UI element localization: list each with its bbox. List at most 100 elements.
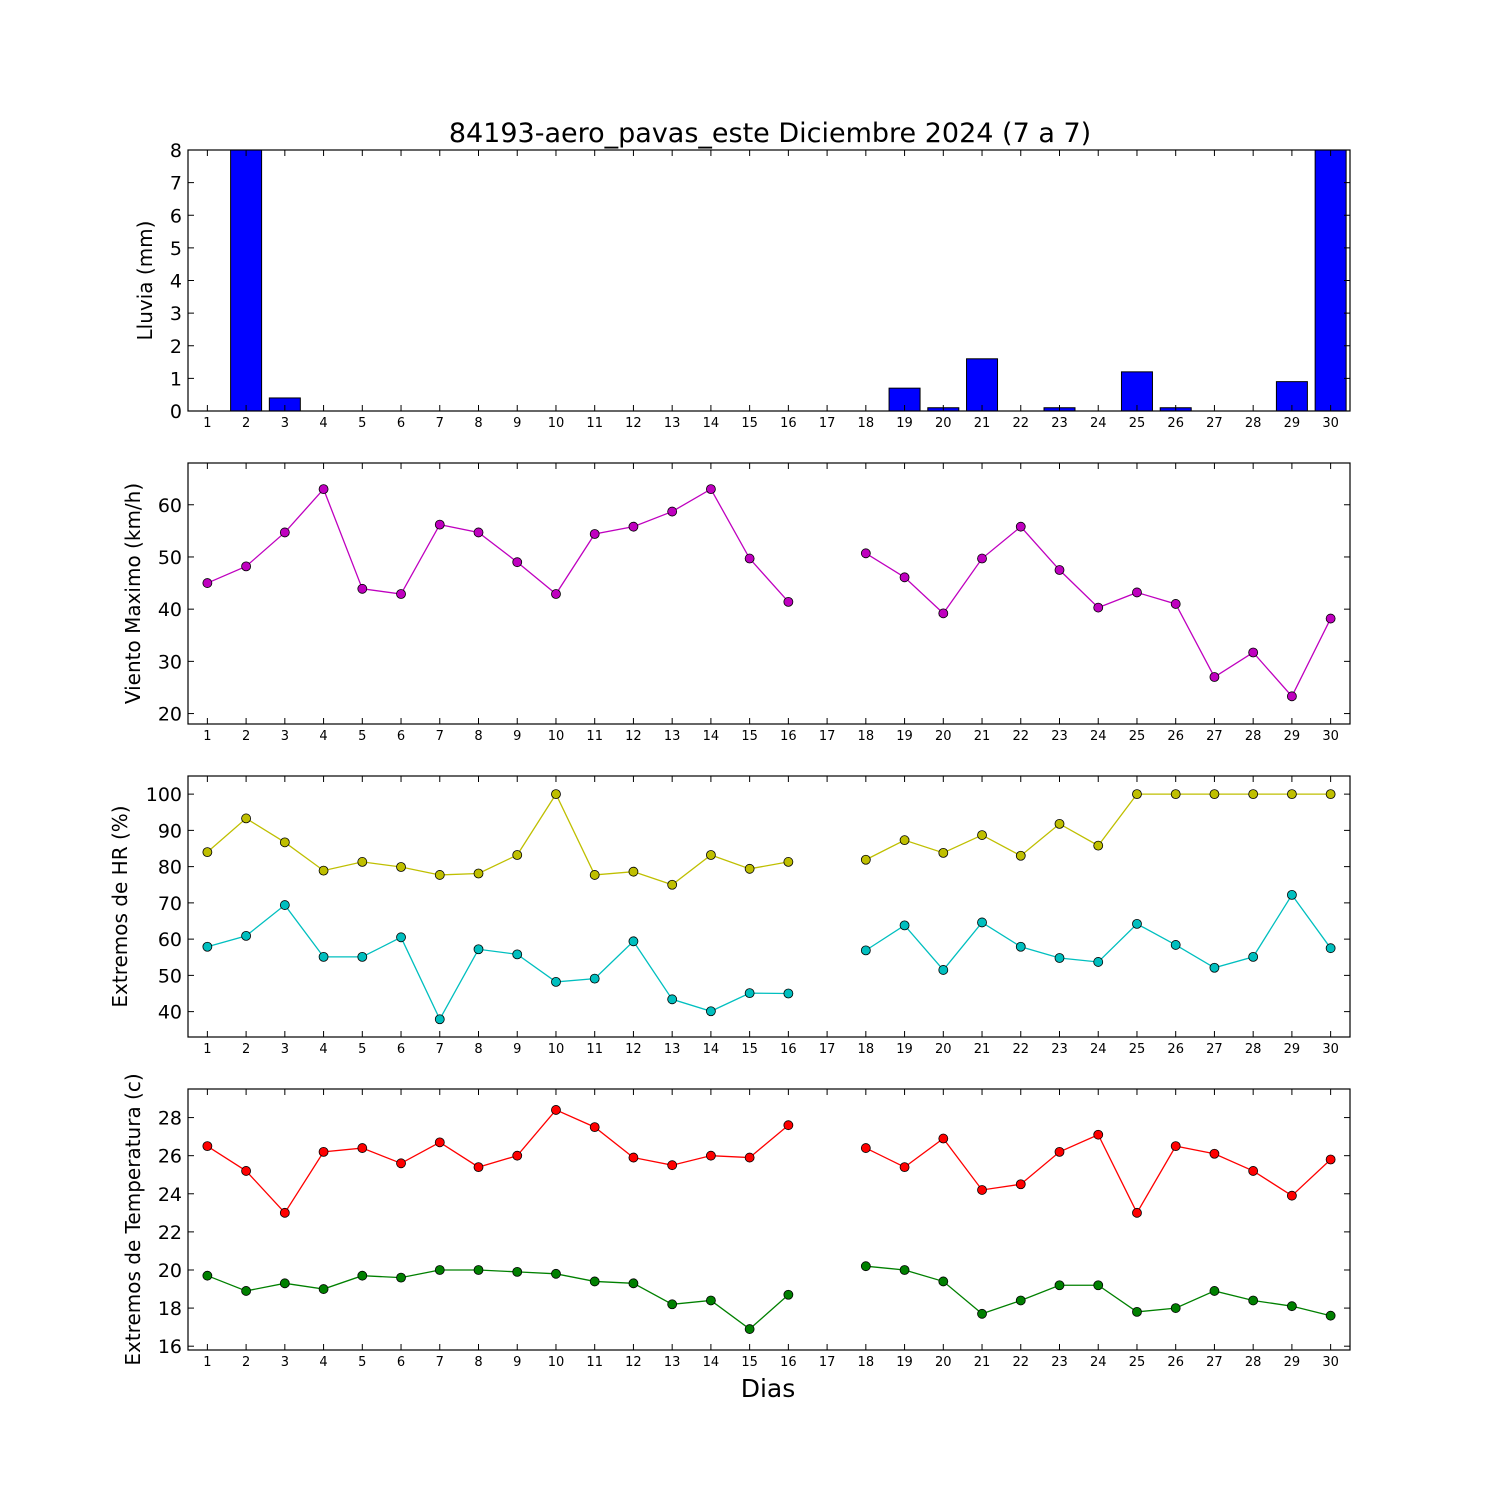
x-tick-label: 16 xyxy=(780,1355,797,1370)
y-tick-label: 8 xyxy=(170,140,182,162)
data-point xyxy=(241,1166,252,1176)
data-point xyxy=(1093,1129,1104,1140)
data-point xyxy=(1325,613,1336,624)
data-point xyxy=(202,941,213,952)
data-point xyxy=(744,553,755,564)
x-tick-label: 19 xyxy=(896,729,913,744)
data-point xyxy=(706,1006,716,1017)
x-tick-label: 22 xyxy=(1012,729,1029,744)
x-tick-label: 11 xyxy=(586,1355,603,1370)
y-tick-label: 20 xyxy=(158,1260,182,1282)
x-tick-label: 12 xyxy=(625,1355,642,1370)
data-point xyxy=(473,527,484,538)
x-tick-label: 20 xyxy=(935,1355,952,1370)
x-tick-label: 24 xyxy=(1090,729,1107,744)
data-point xyxy=(434,870,445,880)
data-point xyxy=(783,596,794,607)
x-tick-label: 12 xyxy=(625,729,642,744)
data-point xyxy=(589,1122,600,1132)
axes-frame xyxy=(187,149,1351,412)
y-tick-label: 70 xyxy=(158,893,182,915)
x-tick-label: 19 xyxy=(896,1355,913,1370)
y-tick-label: 16 xyxy=(158,1336,182,1358)
x-tick-label: 20 xyxy=(935,1042,952,1057)
x-tick-label: 29 xyxy=(1284,416,1301,431)
x-tick-label: 30 xyxy=(1322,1355,1339,1370)
x-tick-label: 15 xyxy=(741,729,758,744)
data-point xyxy=(744,1152,755,1163)
data-point xyxy=(783,988,794,999)
x-tick-label: 3 xyxy=(281,416,289,431)
x-tick-label: 1 xyxy=(203,1355,211,1370)
data-point xyxy=(512,949,523,960)
x-tick-label: 30 xyxy=(1322,729,1339,744)
x-tick-label: 13 xyxy=(664,1042,681,1057)
x-tick-label: 17 xyxy=(819,729,836,744)
data-point xyxy=(434,1265,445,1275)
data-point xyxy=(1209,1286,1220,1296)
data-point xyxy=(899,1162,910,1173)
x-tick-label: 14 xyxy=(703,729,720,744)
x-tick-label: 21 xyxy=(974,1355,991,1370)
x-tick-label: 28 xyxy=(1245,416,1262,431)
x-tick-label: 15 xyxy=(741,416,758,431)
x-tick-label: 16 xyxy=(780,1042,797,1057)
data-point xyxy=(783,1289,794,1300)
x-tick-label: 24 xyxy=(1090,1355,1107,1370)
data-point xyxy=(318,951,329,962)
x-tick-label: 27 xyxy=(1206,1042,1223,1057)
data-point xyxy=(357,857,368,867)
data-point xyxy=(744,863,755,874)
data-point xyxy=(938,847,949,858)
data-point xyxy=(1132,587,1142,598)
x-tick-label: 23 xyxy=(1051,1042,1068,1057)
data-point xyxy=(589,1276,600,1287)
data-point xyxy=(628,936,639,947)
data-point xyxy=(1170,940,1181,950)
data-point xyxy=(860,1261,871,1272)
y-tick-label: 18 xyxy=(158,1298,182,1320)
data-point xyxy=(551,789,561,800)
y-tick-label: 7 xyxy=(170,173,182,195)
x-tick-label: 22 xyxy=(1012,1042,1029,1057)
data-point xyxy=(1054,1146,1065,1157)
x-tick-label: 29 xyxy=(1284,1042,1301,1057)
data-point xyxy=(1248,951,1259,962)
data-point xyxy=(473,868,484,879)
data-point xyxy=(899,835,910,846)
x-tick-label: 25 xyxy=(1129,1355,1146,1370)
data-point xyxy=(1287,890,1297,900)
x-tick-label: 13 xyxy=(664,1355,681,1370)
x-tick-label: 24 xyxy=(1090,1042,1107,1057)
data-point xyxy=(279,1278,290,1289)
data-point xyxy=(706,1150,716,1161)
y-tick-label: 0 xyxy=(170,401,182,423)
data-point xyxy=(589,870,600,880)
x-tick-label: 8 xyxy=(474,729,482,744)
x-tick-label: 28 xyxy=(1245,1042,1262,1057)
y-tick-label: 5 xyxy=(170,238,182,260)
y-tick-label: 90 xyxy=(158,820,182,842)
data-point xyxy=(1170,599,1181,609)
x-tick-label: 3 xyxy=(281,1042,289,1057)
data-point xyxy=(1209,962,1220,973)
data-point xyxy=(783,1120,794,1131)
data-point xyxy=(1325,943,1336,954)
data-point xyxy=(977,1308,987,1319)
y-tick-label: 40 xyxy=(158,1002,182,1024)
x-tick-label: 25 xyxy=(1129,1042,1146,1057)
data-point xyxy=(1287,789,1297,800)
data-point xyxy=(1287,1190,1297,1201)
data-point xyxy=(1209,789,1220,800)
x-tick-label: 17 xyxy=(819,416,836,431)
series-line xyxy=(865,1133,1332,1215)
data-point xyxy=(938,965,949,975)
x-tick-label: 9 xyxy=(513,1042,521,1057)
x-tick-label: 13 xyxy=(664,416,681,431)
y-tick-label: 30 xyxy=(158,651,182,673)
data-point xyxy=(938,608,949,619)
